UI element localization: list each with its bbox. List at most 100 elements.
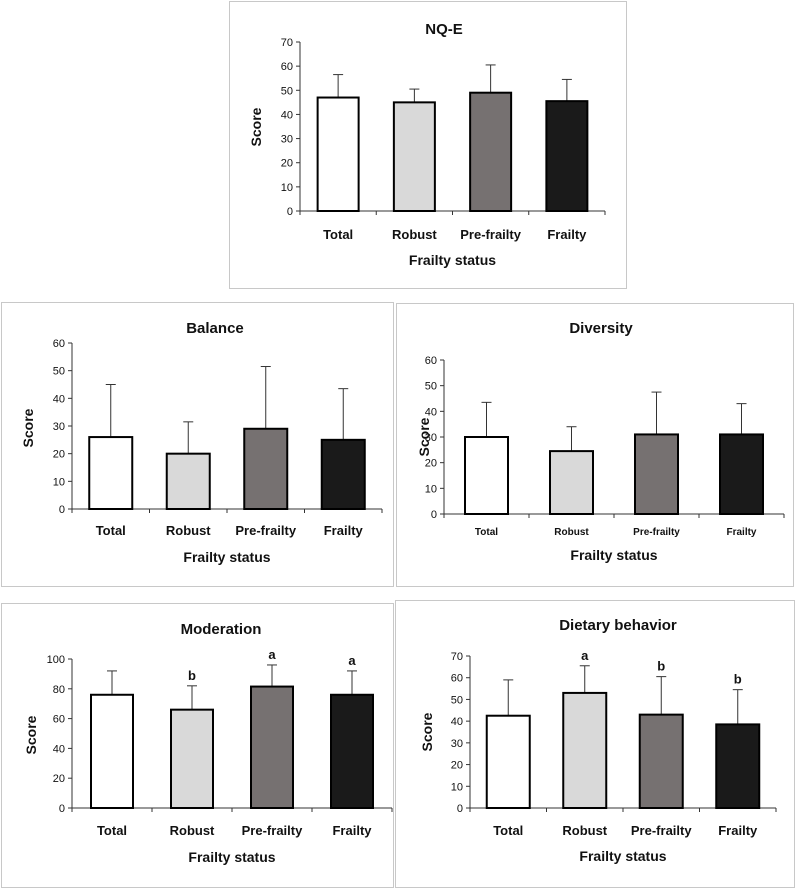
x-category-label-pre-frailty: Pre-frailty bbox=[460, 227, 521, 242]
bar-total bbox=[88, 436, 134, 510]
bar-robust bbox=[170, 708, 214, 809]
y-tick-label: 20 bbox=[53, 773, 65, 785]
chart-svg-diversity: Diversity 0 10 20 30 40 50 60 Total Robust Pre-fra… bbox=[416, 320, 785, 563]
x-category-label-robust: Robust bbox=[554, 527, 589, 538]
y-tick-label: 10 bbox=[451, 781, 463, 793]
bar-pre-frailty bbox=[638, 713, 684, 809]
x-category-label-frailty: Frailty bbox=[332, 823, 372, 838]
x-category-label-robust: Robust bbox=[562, 823, 607, 838]
bar-total bbox=[485, 714, 531, 809]
x-category-label-robust: Robust bbox=[166, 523, 211, 538]
x-category-label-frailty: Frailty bbox=[726, 527, 756, 538]
y-tick-label: 20 bbox=[53, 449, 65, 461]
x-category-label-total: Total bbox=[323, 227, 353, 242]
chart-svg-balance: Balance 0 10 20 30 40 50 60 Total Robust Pre-frail… bbox=[20, 320, 383, 565]
chart-title: Moderation bbox=[181, 621, 262, 638]
y-tick-label: 60 bbox=[451, 673, 463, 685]
y-axis-title: Score bbox=[20, 408, 36, 447]
y-tick-label: 40 bbox=[425, 406, 437, 418]
chart-panel-nqe: NQ-E 0 10 20 30 40 50 60 70 Total Robust Pre-frailt… bbox=[229, 1, 627, 289]
x-axis-title: Frailty status bbox=[579, 848, 666, 864]
bar-pre-frailty bbox=[469, 91, 513, 212]
y-tick-label: 80 bbox=[53, 684, 65, 696]
y-axis-title: Score bbox=[419, 712, 435, 751]
bar-frailty bbox=[719, 433, 764, 515]
significance-label-pre-frailty: b bbox=[657, 659, 665, 674]
x-category-label-total: Total bbox=[493, 823, 523, 838]
y-tick-label: 20 bbox=[281, 158, 293, 170]
y-tick-label: 20 bbox=[451, 760, 463, 772]
bar-robust bbox=[165, 452, 211, 511]
chart-svg-nqe: NQ-E 0 10 20 30 40 50 60 70 Total Robust Pre-frailt… bbox=[248, 21, 606, 268]
y-axis-title: Score bbox=[23, 715, 39, 754]
y-tick-label: 50 bbox=[53, 366, 65, 378]
significance-label-frailty: b bbox=[734, 672, 742, 687]
x-axis-title: Frailty status bbox=[188, 849, 275, 865]
x-axis-title: Frailty status bbox=[570, 547, 657, 563]
chart-title: NQ-E bbox=[425, 21, 463, 38]
y-tick-label: 60 bbox=[53, 338, 65, 350]
chart-svg-moderation: Moderation 0 20 40 60 80 100 Total b Robust a Pre-f… bbox=[23, 621, 393, 865]
significance-label-pre-frailty: a bbox=[268, 647, 276, 662]
chart-panel-moderation: Moderation 0 20 40 60 80 100 Total b Robust a Pre-f… bbox=[1, 603, 394, 888]
y-tick-label: 0 bbox=[431, 509, 437, 521]
x-category-label-total: Total bbox=[96, 523, 126, 538]
y-tick-label: 60 bbox=[425, 355, 437, 367]
x-category-label-robust: Robust bbox=[392, 227, 437, 242]
y-tick-label: 0 bbox=[287, 206, 293, 218]
y-tick-label: 100 bbox=[47, 654, 65, 666]
bar-robust bbox=[392, 101, 436, 212]
bar-total bbox=[464, 436, 509, 515]
y-tick-label: 40 bbox=[53, 393, 65, 405]
y-tick-label: 60 bbox=[281, 61, 293, 73]
y-tick-label: 40 bbox=[53, 743, 65, 755]
y-tick-label: 50 bbox=[425, 381, 437, 393]
chart-title: Diversity bbox=[569, 320, 633, 337]
bar-frailty bbox=[545, 100, 589, 212]
y-tick-label: 10 bbox=[425, 483, 437, 495]
y-tick-label: 70 bbox=[281, 37, 293, 49]
y-tick-label: 30 bbox=[425, 432, 437, 444]
bar-robust bbox=[562, 691, 608, 809]
y-tick-label: 30 bbox=[451, 738, 463, 750]
y-tick-label: 0 bbox=[59, 803, 65, 815]
significance-label-robust: a bbox=[581, 648, 589, 663]
y-tick-label: 70 bbox=[451, 651, 463, 663]
bar-pre-frailty bbox=[250, 685, 294, 809]
y-tick-label: 50 bbox=[281, 85, 293, 97]
y-tick-label: 60 bbox=[53, 714, 65, 726]
y-axis-title: Score bbox=[248, 107, 264, 146]
x-category-label-pre-frailty: Pre-frailty bbox=[235, 523, 296, 538]
x-category-label-frailty: Frailty bbox=[718, 823, 758, 838]
y-tick-label: 40 bbox=[451, 716, 463, 728]
y-tick-label: 0 bbox=[457, 803, 463, 815]
y-tick-label: 20 bbox=[425, 458, 437, 470]
y-tick-label: 40 bbox=[281, 109, 293, 121]
x-category-label-total: Total bbox=[475, 527, 498, 538]
x-category-label-frailty: Frailty bbox=[324, 523, 364, 538]
significance-label-frailty: a bbox=[348, 653, 356, 668]
y-axis-title: Score bbox=[416, 417, 432, 456]
bar-total bbox=[316, 96, 360, 212]
y-tick-label: 50 bbox=[451, 694, 463, 706]
chart-panel-balance: Balance 0 10 20 30 40 50 60 Total Robust Pre-frail… bbox=[1, 302, 394, 587]
x-category-label-pre-frailty: Pre-frailty bbox=[631, 823, 692, 838]
x-category-label-pre-frailty: Pre-frailty bbox=[633, 527, 680, 538]
bar-frailty bbox=[715, 723, 761, 809]
bar-frailty bbox=[320, 438, 366, 510]
significance-label-robust: b bbox=[188, 668, 196, 683]
y-tick-label: 30 bbox=[53, 421, 65, 433]
bar-frailty bbox=[330, 693, 374, 809]
chart-panel-diversity: Diversity 0 10 20 30 40 50 60 Total Robust Pre-fra… bbox=[396, 303, 794, 587]
x-axis-title: Frailty status bbox=[409, 252, 496, 268]
bar-total bbox=[90, 693, 134, 809]
y-tick-label: 0 bbox=[59, 504, 65, 516]
bar-pre-frailty bbox=[634, 433, 679, 515]
chart-panel-dietary-behavior: Dietary behavior 0 10 20 30 40 50 60 70 Total a Rob… bbox=[395, 600, 795, 888]
x-category-label-total: Total bbox=[97, 823, 127, 838]
chart-title: Balance bbox=[186, 320, 244, 337]
y-tick-label: 30 bbox=[281, 134, 293, 146]
chart-svg-dietary-behavior: Dietary behavior 0 10 20 30 40 50 60 70 Total a Rob… bbox=[419, 617, 777, 864]
chart-title: Dietary behavior bbox=[559, 617, 677, 634]
x-axis-title: Frailty status bbox=[183, 549, 270, 565]
